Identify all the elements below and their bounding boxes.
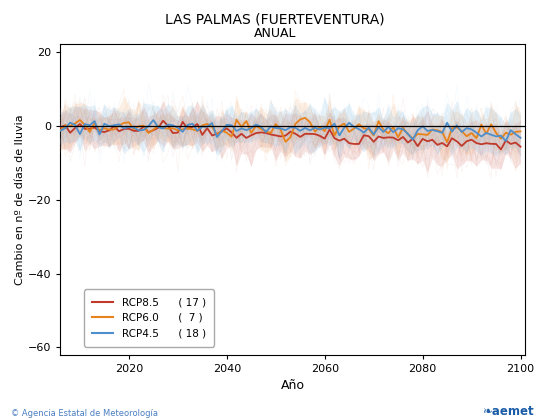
Text: ❧aemet: ❧aemet — [482, 405, 534, 418]
Text: © Agencia Estatal de Meteorología: © Agencia Estatal de Meteorología — [11, 409, 158, 418]
Text: LAS PALMAS (FUERTEVENTURA): LAS PALMAS (FUERTEVENTURA) — [165, 13, 385, 26]
Legend: RCP8.5      ( 17 ), RCP6.0      (  7 ), RCP4.5      ( 18 ): RCP8.5 ( 17 ), RCP6.0 ( 7 ), RCP4.5 ( 18… — [84, 289, 214, 346]
Y-axis label: Cambio en nº de días de lluvia: Cambio en nº de días de lluvia — [15, 114, 25, 285]
Text: ANUAL: ANUAL — [254, 27, 296, 40]
X-axis label: Año: Año — [281, 379, 305, 392]
